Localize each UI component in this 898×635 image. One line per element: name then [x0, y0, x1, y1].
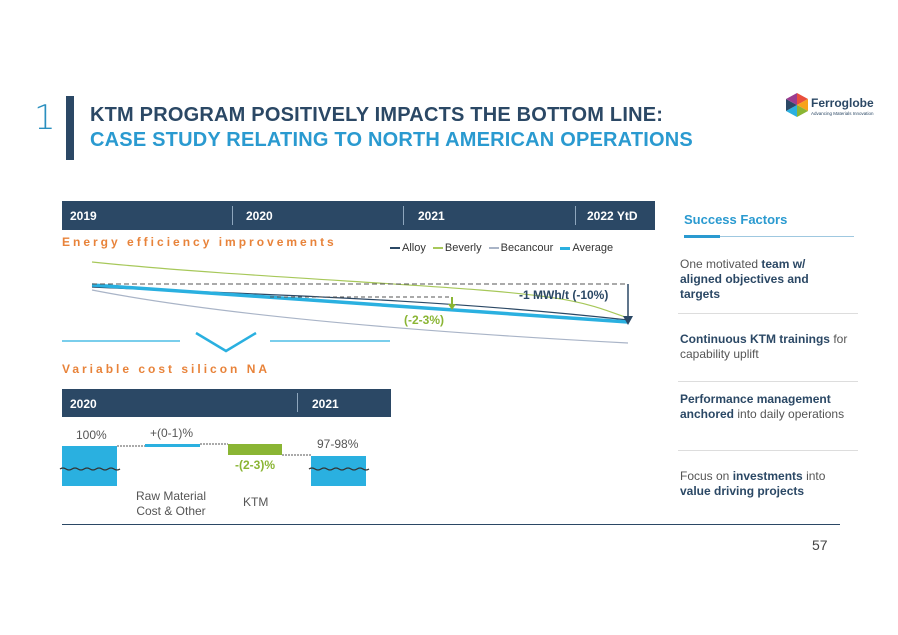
axis-break-mark: [59, 467, 121, 471]
year-separator: [297, 393, 298, 412]
waterfall-bar-raw-material: [145, 444, 200, 447]
year-header-bar: [62, 201, 655, 230]
annotation-average-reduction: (-2-3%): [404, 313, 445, 327]
wf-year-2021: 2021: [312, 397, 339, 411]
logo-tagline: Advancing Materials Innovation: [811, 111, 874, 116]
slide-title: KTM PROGRAM POSITIVELY IMPACTS THE BOTTO…: [90, 104, 664, 126]
variable-cost-year-bar: [62, 389, 391, 417]
title-accent-bar: [66, 96, 74, 160]
legend-item-alloy: Alloy: [390, 242, 426, 254]
success-factor-divider: [678, 381, 858, 382]
axis-break-mark: [308, 467, 370, 471]
year-separator: [403, 206, 404, 225]
year-label-2022-ytd: 2022 YtD: [587, 209, 638, 223]
year-label-2019: 2019: [70, 209, 97, 223]
wf-category-ktm: KTM: [243, 495, 269, 509]
wf-value-start: 100%: [76, 428, 107, 442]
chevron-down-icon: [195, 331, 257, 353]
ferroglobe-logo-icon: [786, 93, 808, 117]
wf-value-raw-material: +(0-1)%: [150, 426, 194, 440]
success-factor-divider: [678, 313, 858, 314]
series-line-becancour: [91, 289, 629, 344]
wf-value-end: 97-98%: [317, 437, 359, 451]
wf-category-raw-material: Raw Material Cost & Other: [135, 489, 207, 518]
year-separator: [575, 206, 576, 225]
section-number: 1: [34, 98, 56, 138]
success-factors-underline: [684, 235, 720, 238]
wf-value-ktm: -(2-3)%: [235, 458, 276, 472]
year-separator: [232, 206, 233, 225]
series-line-average: [91, 283, 629, 324]
success-factor-item: Continuous KTM trainings for capability …: [680, 332, 848, 361]
year-label-2021: 2021: [418, 209, 445, 223]
success-factor-item: Performance management anchored into dai…: [680, 392, 845, 421]
year-label-2020: 2020: [246, 209, 273, 223]
variable-cost-heading: Variable cost silicon NA: [62, 362, 271, 376]
avg-arrow-head: [448, 304, 456, 310]
legend-item-average: Average: [560, 242, 613, 254]
success-factor-item: Focus on investments into value driving …: [680, 469, 826, 498]
success-factors-title: Success Factors: [684, 212, 788, 227]
legend-item-becancour: Becancour: [488, 242, 553, 254]
slide-subtitle: CASE STUDY RELATING TO NORTH AMERICAN OP…: [90, 129, 693, 151]
legend-item-beverly: Beverly: [432, 242, 482, 254]
waterfall-bar-ktm: [228, 444, 282, 455]
chart-legend: Alloy Beverly Becancour Average: [390, 242, 617, 254]
wf-year-2020: 2020: [70, 397, 97, 411]
success-factor-item: One motivated team w/ aligned objectives…: [680, 257, 809, 301]
success-factors-rule: [720, 236, 854, 237]
waterfall-bar-2020: [62, 446, 117, 486]
page-number: 57: [812, 537, 828, 553]
success-factor-divider: [678, 450, 858, 451]
footer-rule: [62, 524, 840, 525]
energy-efficiency-heading: Energy efficiency improvements: [62, 235, 337, 249]
waterfall-bar-2021: [311, 456, 366, 486]
series-line-beverly: [91, 261, 629, 319]
logo-name: Ferroglobe: [811, 96, 874, 110]
annotation-total-reduction: -1 MWh/t (-10%): [519, 288, 609, 302]
reduction-arrow-head: [623, 316, 633, 325]
